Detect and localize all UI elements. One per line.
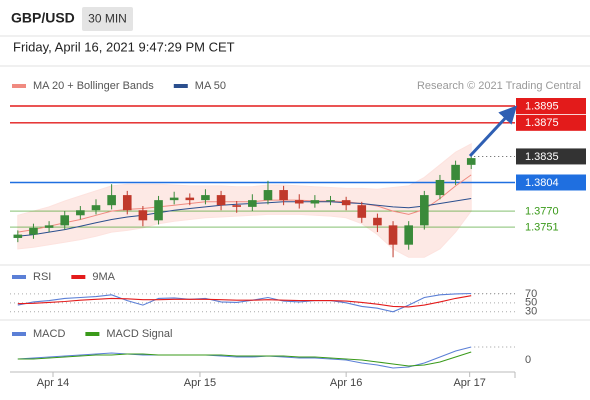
timeframe-badge[interactable] bbox=[82, 7, 133, 31]
candle-body bbox=[263, 190, 273, 201]
candle-body bbox=[404, 225, 413, 245]
credit: Research © 2021 Trading Central bbox=[417, 80, 581, 92]
candle-body bbox=[420, 195, 429, 226]
y-tick-label: 70 bbox=[525, 288, 537, 300]
x-tick-label: Apr 15 bbox=[184, 377, 216, 389]
level-label: 1.3770 bbox=[525, 205, 559, 217]
legend-label: MA 50 bbox=[195, 80, 226, 92]
candle-body bbox=[154, 200, 163, 221]
candle-body bbox=[122, 195, 132, 211]
legend-label: MA 20 + Bollinger Bands bbox=[33, 80, 154, 92]
moving-average bbox=[17, 198, 472, 237]
level-label-box bbox=[516, 148, 586, 165]
candle-body bbox=[341, 200, 351, 206]
candle-body bbox=[373, 217, 382, 226]
level-label: 1.3875 bbox=[525, 117, 559, 129]
candle-body bbox=[216, 195, 226, 206]
level-label-box bbox=[516, 114, 586, 131]
plot: MA 20 + Bollinger Bands MA 50 1.3895 1.3875… bbox=[10, 80, 586, 389]
candle-body bbox=[29, 227, 38, 235]
legend-swatch bbox=[12, 332, 26, 336]
legend-swatch bbox=[12, 84, 26, 88]
candle-body bbox=[44, 225, 54, 228]
level-label: 1.3895 bbox=[525, 100, 559, 112]
x-tick-label: Apr 14 bbox=[37, 377, 69, 389]
forecast-arrow bbox=[468, 105, 518, 158]
candle-body bbox=[185, 197, 195, 201]
x-tick-label: Apr 17 bbox=[453, 377, 485, 389]
legend-swatch bbox=[12, 275, 26, 279]
level-label-box bbox=[516, 174, 586, 191]
candle-body bbox=[13, 234, 23, 238]
candle-body bbox=[310, 200, 320, 204]
legend-label: RSI bbox=[33, 271, 51, 283]
candle-body bbox=[248, 200, 257, 207]
candle-body bbox=[326, 200, 335, 202]
symbol: GBP/USD bbox=[11, 10, 75, 26]
candle-body bbox=[232, 205, 242, 207]
y-tick-label: 0 bbox=[525, 354, 531, 366]
legend-label: MACD bbox=[33, 328, 65, 340]
candle-body bbox=[91, 205, 101, 211]
indicator-line bbox=[17, 351, 472, 367]
legend-swatch bbox=[71, 275, 86, 279]
legend-label: 9MA bbox=[92, 271, 115, 283]
candle-body bbox=[279, 190, 288, 201]
candle-body bbox=[76, 210, 85, 216]
legend-label: MACD Signal bbox=[106, 328, 172, 340]
level-label: 1.3751 bbox=[525, 221, 559, 233]
y-tick-label: 50 bbox=[525, 297, 537, 309]
candle-body bbox=[451, 164, 460, 180]
indicator-line bbox=[17, 292, 472, 313]
x-tick-label: Apr 16 bbox=[330, 377, 362, 389]
indicator-line bbox=[17, 346, 472, 369]
candle-body bbox=[138, 210, 148, 221]
candle-body bbox=[357, 205, 367, 218]
legend-swatch bbox=[85, 332, 100, 336]
candle-body bbox=[60, 215, 70, 226]
indicator-line bbox=[17, 295, 472, 308]
candle-body bbox=[388, 225, 398, 245]
candle-body bbox=[201, 195, 210, 201]
timeframe[interactable]: 30 MIN bbox=[88, 12, 127, 26]
candle-body bbox=[435, 179, 445, 196]
level-label: 1.3835 bbox=[525, 151, 559, 163]
candle-body bbox=[466, 158, 476, 165]
candle-body bbox=[169, 197, 179, 201]
level-label-box bbox=[516, 98, 586, 115]
candle-body bbox=[294, 200, 304, 204]
moving-average bbox=[17, 174, 472, 233]
level-label: 1.3804 bbox=[525, 177, 559, 189]
y-tick-label: 30 bbox=[525, 306, 537, 318]
candle-body bbox=[107, 195, 116, 206]
legend-swatch bbox=[173, 84, 188, 88]
timestamp: Friday, April 16, 2021 9:47:29 PM CET bbox=[13, 39, 235, 54]
